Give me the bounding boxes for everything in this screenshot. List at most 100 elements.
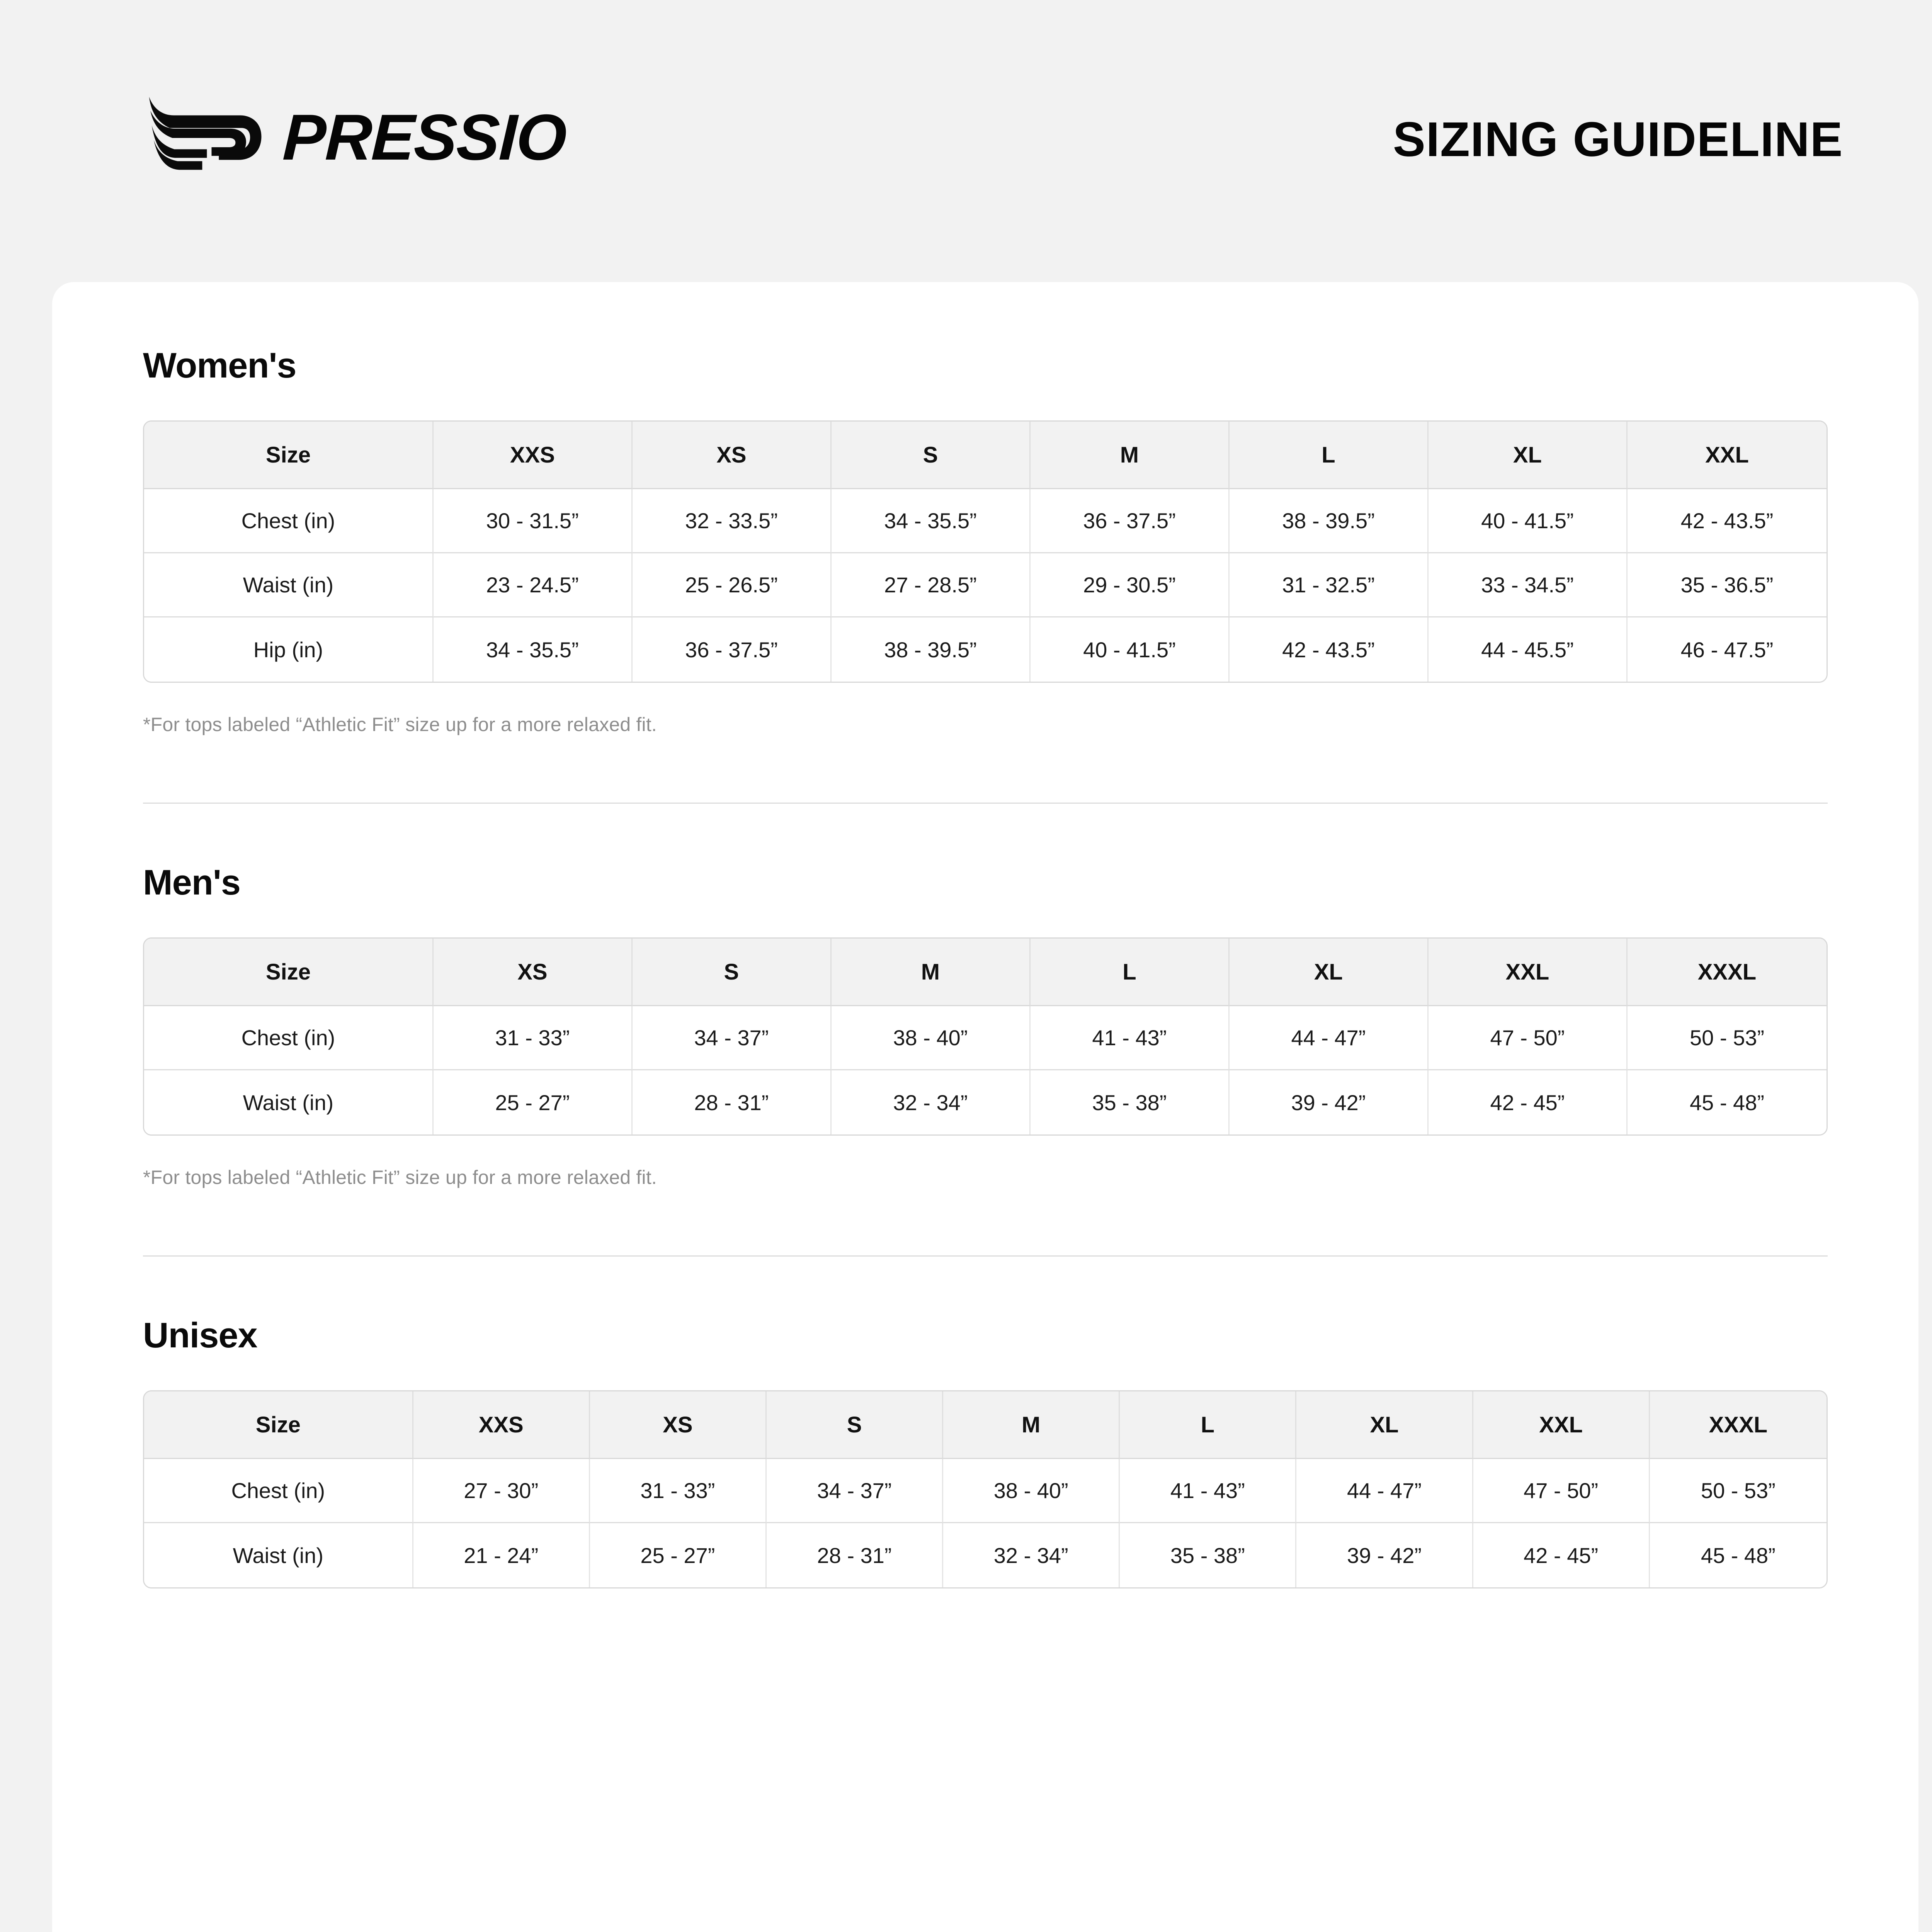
measurement-cell: 46 - 47.5”: [1627, 617, 1827, 682]
column-header-size: Size: [144, 939, 434, 1006]
measurement-cell: 36 - 37.5”: [632, 617, 832, 682]
column-header-m: M: [831, 939, 1031, 1006]
measurement-cell: 35 - 38”: [1030, 1070, 1230, 1134]
column-header-xs: XS: [433, 939, 633, 1006]
column-header-xl: XL: [1229, 939, 1429, 1006]
brand-name: PRESSIO: [281, 101, 568, 173]
measurement-cell: 38 - 39.5”: [1229, 489, 1429, 553]
measurement-cell: 47 - 50”: [1473, 1459, 1650, 1523]
measurement-cell: 41 - 43”: [1120, 1459, 1297, 1523]
measurement-cell: 36 - 37.5”: [1030, 489, 1230, 553]
table-row: Chest (in) 31 - 33” 34 - 37” 38 - 40” 41 - 4…: [144, 1006, 1827, 1070]
column-header-xs: XS: [590, 1391, 767, 1459]
table-row: Chest (in) 27 - 30” 31 - 33” 34 - 37” 38 - 4…: [144, 1459, 1827, 1523]
measurement-cell: 32 - 33.5”: [632, 489, 832, 553]
column-header-l: L: [1229, 422, 1429, 489]
row-label: Hip (in): [144, 617, 434, 682]
size-table-unisex: Size XXS XS S M L XL XXL XXXL Chest (in) 27 - 30” 3…: [143, 1390, 1828, 1588]
measurement-cell: 31 - 33”: [590, 1459, 767, 1523]
row-label: Waist (in): [144, 553, 434, 617]
measurement-cell: 27 - 28.5”: [831, 553, 1031, 617]
column-header-m: M: [943, 1391, 1120, 1459]
column-header-xxxl: XXXL: [1627, 939, 1827, 1006]
measurement-cell: 42 - 43.5”: [1229, 617, 1429, 682]
measurement-cell: 41 - 43”: [1030, 1006, 1230, 1070]
measurement-cell: 35 - 38”: [1120, 1523, 1297, 1587]
measurement-cell: 44 - 45.5”: [1428, 617, 1628, 682]
column-header-l: L: [1030, 939, 1230, 1006]
measurement-cell: 50 - 53”: [1627, 1006, 1827, 1070]
section-womens: Women's Size XXS XS S M L XL XXL Chest (in) 30 - 3…: [143, 348, 1828, 736]
measurement-cell: 47 - 50”: [1428, 1006, 1628, 1070]
column-header-xl: XL: [1428, 422, 1628, 489]
measurement-cell: 40 - 41.5”: [1428, 489, 1628, 553]
row-label: Waist (in): [144, 1070, 434, 1134]
section-divider: [143, 803, 1828, 804]
measurement-cell: 23 - 24.5”: [433, 553, 633, 617]
section-title-mens: Men's: [143, 863, 241, 902]
column-header-xs: XS: [632, 422, 832, 489]
section-divider: [143, 1255, 1828, 1257]
column-header-s: S: [831, 422, 1031, 489]
table-row: Chest (in) 30 - 31.5” 32 - 33.5” 34 - 35.5”…: [144, 489, 1827, 553]
measurement-cell: 30 - 31.5”: [433, 489, 633, 553]
column-header-m: M: [1030, 422, 1230, 489]
column-header-xxl: XXL: [1473, 1391, 1650, 1459]
table-row: Waist (in) 23 - 24.5” 25 - 26.5” 27 - 28.5”…: [144, 553, 1827, 617]
column-header-s: S: [632, 939, 832, 1006]
size-table-womens: Size XXS XS S M L XL XXL Chest (in) 30 - 31.5” 32 …: [143, 420, 1828, 683]
footnote-mens: *For tops labeled “Athletic Fit” size up…: [143, 1167, 657, 1188]
measurement-cell: 28 - 31”: [766, 1523, 944, 1587]
measurement-cell: 44 - 47”: [1296, 1459, 1473, 1523]
column-header-xxxl: XXXL: [1650, 1391, 1827, 1459]
row-label: Chest (in): [144, 1006, 434, 1070]
sections-container: Women's Size XXS XS S M L XL XXL Chest (in) 30 - 3…: [143, 348, 1880, 1588]
brand-logo: PRESSIO: [139, 93, 568, 182]
table-row: Hip (in) 34 - 35.5” 36 - 37.5” 38 - 39.5” 40…: [144, 617, 1827, 682]
measurement-cell: 25 - 26.5”: [632, 553, 832, 617]
measurement-cell: 39 - 42”: [1296, 1523, 1473, 1587]
measurement-cell: 45 - 48”: [1650, 1523, 1827, 1587]
section-mens: Men's Size XS S M L XL XXL XXXL Chest (in) 31 - 33…: [143, 865, 1828, 1189]
measurement-cell: 34 - 37”: [632, 1006, 832, 1070]
column-header-s: S: [766, 1391, 944, 1459]
measurement-cell: 42 - 45”: [1473, 1523, 1650, 1587]
content-card: Women's Size XXS XS S M L XL XXL Chest (in) 30 - 3…: [52, 282, 1918, 1932]
measurement-cell: 40 - 41.5”: [1030, 617, 1230, 682]
measurement-cell: 31 - 33”: [433, 1006, 633, 1070]
column-header-xl: XL: [1296, 1391, 1473, 1459]
section-title-unisex: Unisex: [143, 1316, 258, 1355]
measurement-cell: 25 - 27”: [433, 1070, 633, 1134]
measurement-cell: 45 - 48”: [1627, 1070, 1827, 1134]
measurement-cell: 38 - 39.5”: [831, 617, 1031, 682]
table-header-row: Size XXS XS S M L XL XXL: [144, 422, 1827, 489]
row-label: Waist (in): [144, 1523, 413, 1587]
measurement-cell: 38 - 40”: [831, 1006, 1031, 1070]
table-row: Waist (in) 25 - 27” 28 - 31” 32 - 34” 35 - 3…: [144, 1070, 1827, 1134]
measurement-cell: 27 - 30”: [413, 1459, 590, 1523]
section-unisex: Unisex Size XXS XS S M L XL XXL XXXL Chest (in) 27 …: [143, 1318, 1828, 1588]
size-table-mens: Size XS S M L XL XXL XXXL Chest (in) 31 - 33” 34 -…: [143, 937, 1828, 1136]
table-row: Waist (in) 21 - 24” 25 - 27” 28 - 31” 32 - 3…: [144, 1523, 1827, 1587]
measurement-cell: 33 - 34.5”: [1428, 553, 1628, 617]
column-header-size: Size: [144, 422, 434, 489]
row-label: Chest (in): [144, 489, 434, 553]
row-label: Chest (in): [144, 1459, 413, 1523]
measurement-cell: 32 - 34”: [943, 1523, 1120, 1587]
measurement-cell: 50 - 53”: [1650, 1459, 1827, 1523]
measurement-cell: 34 - 35.5”: [433, 617, 633, 682]
table-header-row: Size XS S M L XL XXL XXXL: [144, 939, 1827, 1006]
table-header-row: Size XXS XS S M L XL XXL XXXL: [144, 1391, 1827, 1459]
column-header-xxs: XXS: [433, 422, 633, 489]
page-header: PRESSIO SIZING GUIDELINE: [0, 0, 1932, 282]
measurement-cell: 44 - 47”: [1229, 1006, 1429, 1070]
column-header-xxs: XXS: [413, 1391, 590, 1459]
column-header-xxl: XXL: [1627, 422, 1827, 489]
footnote-womens: *For tops labeled “Athletic Fit” size up…: [143, 714, 657, 735]
measurement-cell: 39 - 42”: [1229, 1070, 1429, 1134]
measurement-cell: 38 - 40”: [943, 1459, 1120, 1523]
measurement-cell: 34 - 35.5”: [831, 489, 1031, 553]
section-title-womens: Women's: [143, 346, 297, 385]
column-header-xxl: XXL: [1428, 939, 1628, 1006]
